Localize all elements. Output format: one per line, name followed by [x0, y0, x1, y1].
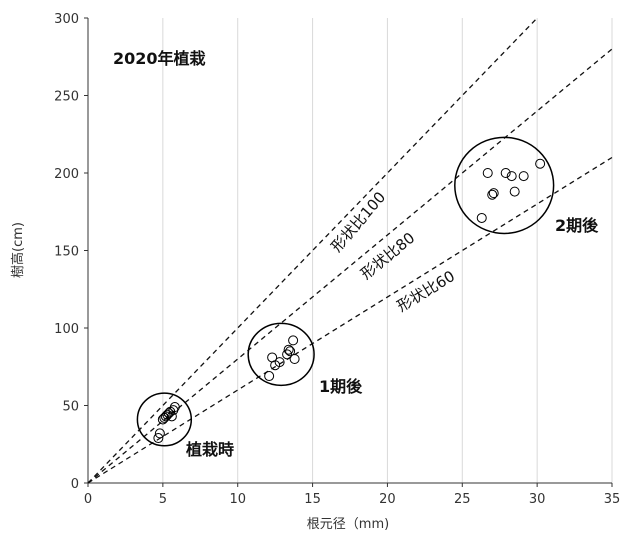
data-point-2-5: [506, 171, 517, 182]
x-tick-label-5: 5: [159, 492, 167, 507]
y-tick-label-200: 200: [54, 167, 79, 182]
chart-annotation-title: 2020年植栽: [113, 49, 206, 68]
tick-labels: 0 50 100 150 200 250 300 0 5 10 15 20 25 30 35: [54, 12, 620, 507]
axes: [84, 17, 613, 487]
y-tick-label-300: 300: [54, 12, 79, 27]
y-tick-label-0: 0: [71, 477, 79, 492]
group-ellipse-2: [454, 136, 555, 235]
x-tick-label-0: 0: [84, 492, 92, 507]
data-point-2-6: [509, 186, 520, 197]
data-points: [153, 158, 546, 444]
group-ellipses: [136, 136, 555, 447]
data-point-1-0: [264, 371, 275, 382]
data-point-1-3: [274, 357, 285, 368]
y-tick-label-250: 250: [54, 90, 79, 105]
data-point-2-3: [488, 188, 499, 199]
data-point-0-1: [154, 428, 165, 439]
data-point-0-7: [166, 411, 177, 422]
ratio-line-60: [87, 156, 613, 484]
group-ellipse-0: [136, 392, 193, 447]
x-tick-label-30: 30: [529, 492, 546, 507]
data-point-1-4: [282, 349, 293, 360]
y-tick-label-50: 50: [62, 400, 79, 415]
data-point-2-2: [487, 189, 498, 200]
ratio-lines: [87, 17, 613, 484]
data-point-1-8: [288, 335, 299, 346]
y-axis-title: 樹高(cm): [10, 222, 26, 278]
data-point-1-5: [283, 344, 294, 355]
data-point-1-7: [289, 354, 300, 364]
group-label-planting: 植栽時: [185, 440, 234, 459]
data-point-2-8: [535, 158, 546, 169]
y-tick-label-100: 100: [54, 322, 79, 337]
x-tick-label-20: 20: [379, 492, 396, 507]
group-label-period1: 1期後: [319, 377, 363, 396]
data-point-0-9: [169, 402, 180, 413]
data-point-2-7: [518, 171, 529, 182]
x-tick-label-25: 25: [454, 492, 471, 507]
x-axis-title: 根元径（mm): [307, 517, 389, 532]
data-point-0-10: [163, 408, 174, 419]
y-tick-label-150: 150: [54, 245, 79, 260]
data-point-2-0: [476, 212, 487, 223]
x-tick-label-15: 15: [304, 492, 321, 507]
data-point-1-6: [285, 346, 296, 357]
x-tick-label-10: 10: [229, 492, 246, 507]
group-ellipse-1: [247, 322, 315, 387]
group-label-period2: 2期後: [555, 216, 599, 235]
gridlines: [162, 18, 613, 483]
data-point-2-4: [500, 168, 511, 178]
data-point-2-1: [482, 168, 493, 178]
x-tick-label-35: 35: [604, 492, 621, 507]
data-point-0-0: [153, 433, 164, 444]
